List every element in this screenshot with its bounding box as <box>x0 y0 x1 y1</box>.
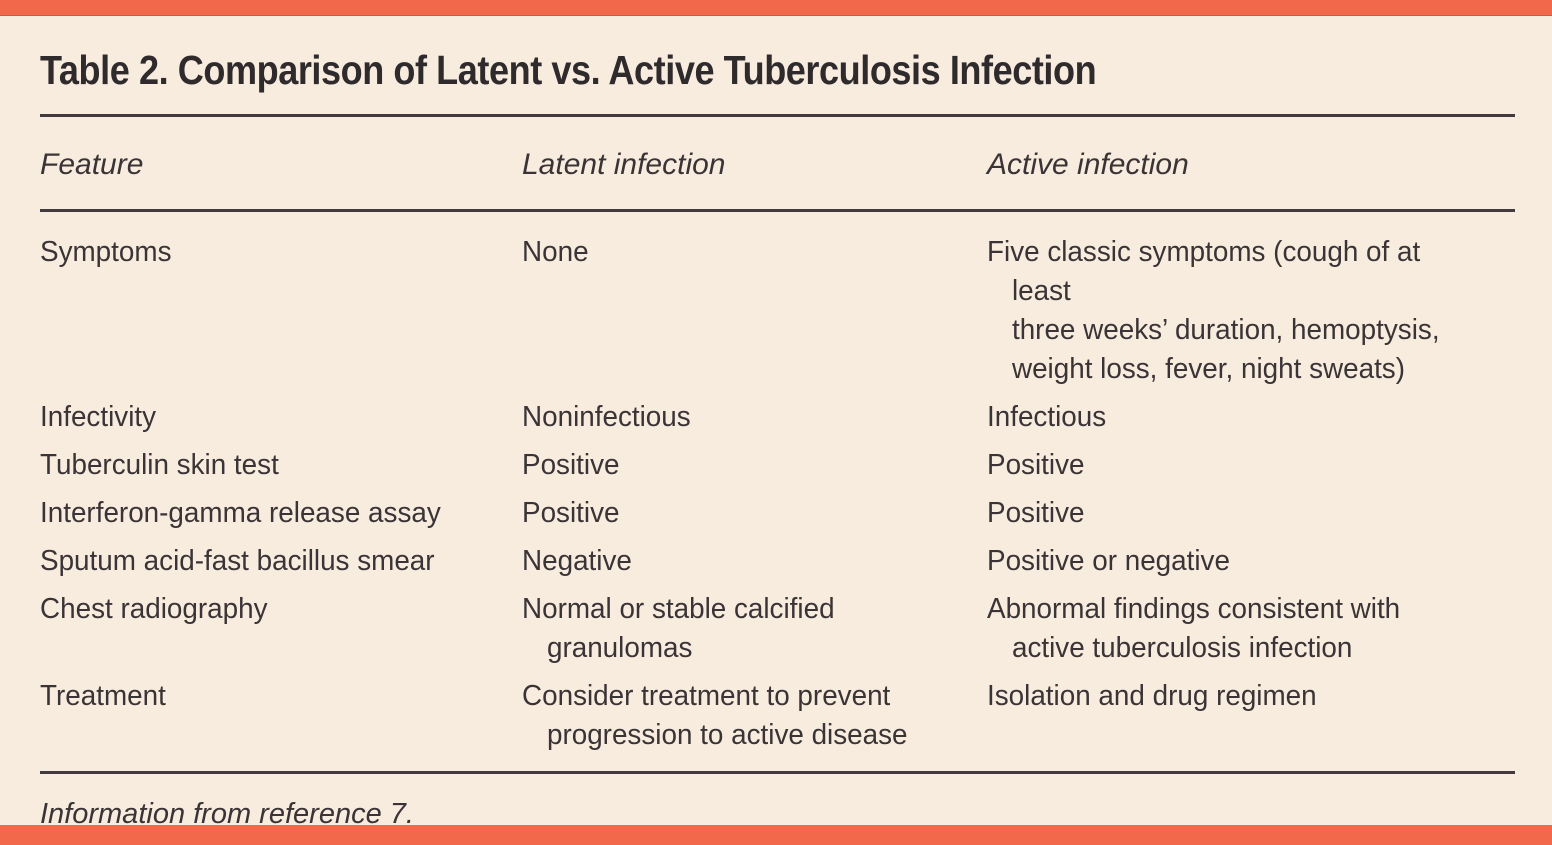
top-accent-bar <box>0 0 1552 16</box>
cell-latent-infection: Positive <box>522 449 620 481</box>
cell-latent-infection: Noninfectious <box>522 401 691 433</box>
rule-below-title <box>40 114 1515 117</box>
column-header-feature: Feature <box>40 148 144 181</box>
cell-active-infection: Positive or negative <box>987 545 1230 577</box>
table-content: Table 2. Comparison of Latent vs. Active… <box>40 15 1515 833</box>
cell-feature: Infectivity <box>40 401 157 433</box>
bottom-accent-bar <box>0 825 1552 845</box>
cell-active-infection: Infectious <box>987 401 1107 433</box>
cell-feature: Sputum acid-fast bacillus smear <box>40 545 435 577</box>
rule-above-footnote <box>40 771 1515 774</box>
table-footnote: Information from reference 7. <box>40 798 414 830</box>
cell-active-infection: Five classic symptoms (cough of at least… <box>987 236 1440 385</box>
cell-latent-infection: Consider treatment to prevent progressio… <box>522 680 908 751</box>
cell-feature: Symptoms <box>40 236 172 268</box>
table-header-row: Feature Latent infection Active infectio… <box>40 117 1515 196</box>
cell-active-infection: Isolation and drug regimen <box>987 680 1317 712</box>
column-header-active-infection: Active infection <box>987 148 1189 181</box>
cell-feature: Chest radiography <box>40 593 268 625</box>
table-title: Table 2. Comparison of Latent vs. Active… <box>40 47 1097 93</box>
table-row: Infectivity Noninfectious Infectious <box>40 398 1515 437</box>
table-row: Chest radiography Normal or stable calci… <box>40 590 1515 668</box>
table-row: Symptoms None Five classic symptoms (cou… <box>40 233 1515 389</box>
cell-active-infection: Positive <box>987 449 1085 481</box>
table-row: Treatment Consider treatment to prevent … <box>40 677 1515 755</box>
cell-feature: Tuberculin skin test <box>40 449 279 481</box>
cell-latent-infection: None <box>522 236 589 268</box>
table-row: Tuberculin skin test Positive Positive <box>40 446 1515 485</box>
table-body: Symptoms None Five classic symptoms (cou… <box>40 212 1515 755</box>
column-header-latent-infection: Latent infection <box>522 148 726 181</box>
cell-latent-infection: Normal or stable calcified granulomas <box>522 593 835 664</box>
table-row: Sputum acid-fast bacillus smear Negative… <box>40 542 1515 581</box>
cell-feature: Treatment <box>40 680 166 712</box>
rule-below-header <box>40 209 1515 212</box>
cell-latent-infection: Positive <box>522 497 620 529</box>
cell-feature: Interferon-gamma release assay <box>40 497 441 529</box>
table-row: Interferon-gamma release assay Positive … <box>40 494 1515 533</box>
cell-latent-infection: Negative <box>522 545 632 577</box>
cell-active-infection: Abnormal findings consistent with active… <box>987 593 1401 664</box>
cell-active-infection: Positive <box>987 497 1085 529</box>
